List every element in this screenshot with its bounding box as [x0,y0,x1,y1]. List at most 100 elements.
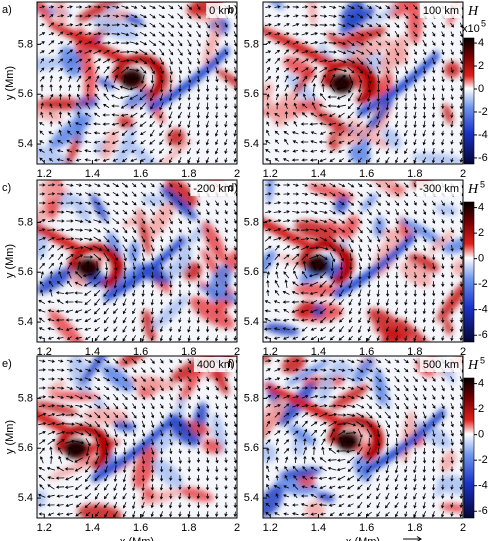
heatmap-blob [127,375,177,391]
heatmap-blob [444,318,453,336]
x-tick-label: 2 [234,168,240,180]
tail [37,409,71,436]
velocity-arrows [264,4,463,164]
colorbar-label: H [467,182,479,197]
colorbar [463,201,475,343]
plot-frame [36,1,238,165]
tail [263,26,337,70]
y-tick-label: 5.8 [244,38,259,50]
heatmap-blob [444,61,461,78]
heatmap-blob [330,384,370,410]
heatmap-blob [212,364,229,396]
x-tick-label: 2 [234,346,240,358]
x-axis-label: x (Mm) [346,536,380,541]
x-tick-label: 1.6 [359,522,374,534]
heatmap [37,356,237,518]
colorbar-tick-label: 0 [478,253,484,265]
vortex [111,54,168,100]
colorbar-tick-label: 4 [478,378,484,390]
x-tick-label: 2 [460,522,466,534]
heatmap-blob [263,323,300,336]
heatmap-blob [373,216,385,238]
y-axis-label: y (Mm) [4,66,16,100]
heatmap-blob [93,398,106,411]
heatmap-blob [349,38,392,62]
heatmap-blob [333,196,349,213]
colorbar-exponent: 5 [480,179,485,189]
x-tick-label: 1.8 [181,522,196,534]
panel-label: a) [2,4,12,16]
y-tick-label: 5.4 [18,316,33,328]
heatmap-blob [279,467,323,479]
heatmap-blob [59,191,73,210]
heatmap-blob [127,241,140,264]
colorbar-scale: x10 [462,23,480,35]
heatmap-blob [96,77,116,90]
heatmap-blob [37,266,76,294]
colorbar-label: H [467,358,479,373]
heatmap-blob [407,2,423,45]
tail [47,19,127,65]
annotation: -200 km [193,183,233,195]
y-tick-label: 5.6 [244,266,259,278]
heatmap-blob [152,458,184,489]
panel: 1.2 1.4 1.6 1.8 2 5.4 5.6 5.8 f) 500 km x (Mm) 4 2 0 -… [228,355,488,541]
heatmap-blob [76,2,122,22]
annotation-bg [190,181,236,196]
heatmap-blob [90,193,108,223]
y-tick-label: 5.4 [244,138,259,150]
colorbar [463,37,475,165]
heatmap-blob [77,504,123,518]
panel: 1.2 1.4 1.6 1.8 2 5.4 5.6 5.8 d) -300 km 4 2 0 -2 -4 -6… [228,179,488,358]
heatmap-blob [442,103,454,125]
heatmap-blob [101,364,135,392]
colorbar [463,377,475,519]
heatmap-blob [167,128,186,147]
x-tick-label: 1.2 [37,522,52,534]
heatmap [263,356,463,518]
x-tick-label: 1.4 [85,522,100,534]
heatmap [37,2,237,164]
heatmap-blob [168,413,194,445]
heatmap-blob [37,490,47,509]
x-tick-label: 1.4 [311,168,326,180]
plot-frame [262,355,464,519]
x-axis-label: x (Mm) [120,536,154,541]
annotation: 0 km [209,5,233,17]
y-tick-label: 5.8 [18,392,33,404]
heatmap-blob [287,424,317,446]
x-tick-label: 1.6 [133,168,148,180]
x-tick-label: 1.4 [311,522,326,534]
x-tick-label: 1.6 [133,346,148,358]
x-tick-label: 1.2 [263,168,278,180]
velocity-arrows [263,182,463,342]
x-tick-label: 2 [460,346,466,358]
panel: 1.2 1.4 1.6 1.8 2 5.4 5.6 5.8 a) 0 km y (Mm) [2,1,240,180]
colorbar-exponent: 5 [480,355,485,365]
heatmap-blob [122,213,148,228]
x-tick-label: 1.2 [263,346,278,358]
colorbar-tick-label: 0 [478,83,484,95]
heatmap-blob [266,180,275,205]
tail-blue [333,231,416,299]
heatmap-blob [37,146,82,164]
x-tick-label: 1.8 [181,346,196,358]
heatmap-blob [141,195,168,206]
colorbar-tick-label: 2 [478,60,484,72]
heatmap-blob [72,195,91,223]
heatmap [263,2,463,164]
heatmap-blob [211,413,227,454]
plot-frame [36,179,238,343]
heatmap-blob [293,67,314,96]
colorbar-tick-label: -4 [478,304,488,316]
y-axis-label: y (Mm) [4,244,16,278]
heatmap-blob [117,115,134,129]
x-tick-label: 1.4 [85,168,100,180]
colorbar-tick-label: 2 [478,403,484,415]
heatmap-blob [165,180,198,208]
heatmap-blobs [263,2,463,164]
x-tick-label: 1.6 [359,168,374,180]
heatmap-blobs [263,356,463,518]
heatmap-blob [400,261,433,287]
heatmap-blob [348,143,371,164]
